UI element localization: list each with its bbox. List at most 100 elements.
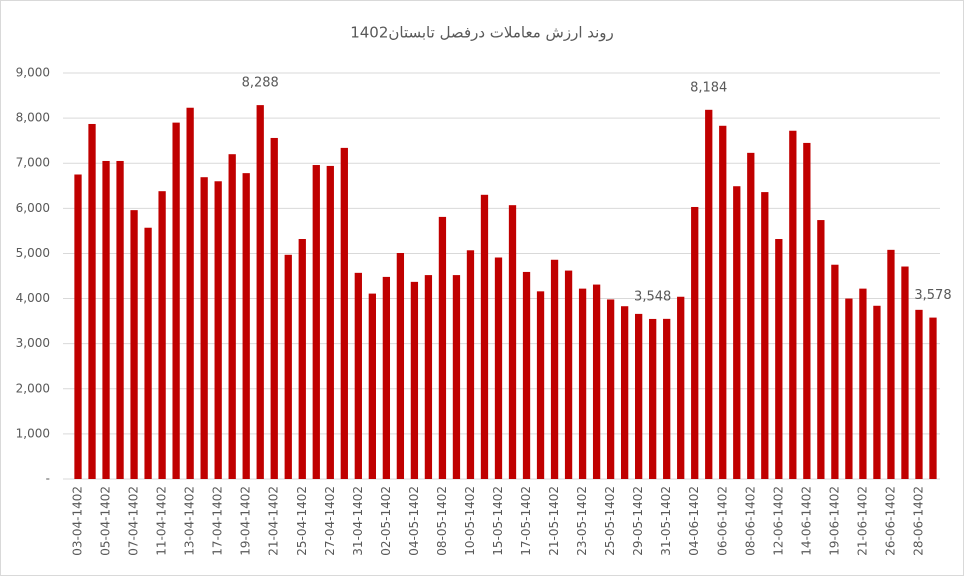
x-tick-label: 21-05-1402 <box>547 486 561 556</box>
bar <box>200 177 208 479</box>
data-label: 3,578 <box>914 288 951 303</box>
x-tick-label: 13-04-1402 <box>183 486 197 556</box>
y-tick-label: 3,000 <box>16 336 50 350</box>
bar <box>508 205 517 480</box>
bar <box>677 296 685 479</box>
bar <box>649 318 657 479</box>
x-tick-label: 15-05-1402 <box>491 486 505 556</box>
bar <box>480 194 489 480</box>
bar <box>298 239 306 479</box>
bar <box>733 186 741 479</box>
bar <box>606 299 615 479</box>
bar <box>845 298 853 479</box>
y-tick-label: 4,000 <box>16 291 50 305</box>
x-tick-label: 14-06-1402 <box>799 486 813 556</box>
bar <box>831 264 839 479</box>
x-tick-label: 08-05-1402 <box>435 486 449 556</box>
x-tick-label: 12-06-1402 <box>771 486 785 556</box>
x-tick-label: 08-06-1402 <box>743 486 757 556</box>
bar <box>396 252 405 479</box>
x-tick-label: 11-04-1402 <box>155 486 169 556</box>
y-tick-label: 7,000 <box>16 156 50 170</box>
x-tick-label: 21-06-1402 <box>855 486 869 556</box>
bar <box>340 147 348 479</box>
x-tick-label: 06-06-1402 <box>715 486 729 556</box>
bar <box>887 249 895 479</box>
bar <box>747 152 755 479</box>
y-tick-label: 1,000 <box>16 426 50 440</box>
x-tick-label: 02-05-1402 <box>379 486 393 556</box>
bar <box>172 122 180 479</box>
bar <box>578 288 587 479</box>
x-tick-label: 05-04-1402 <box>99 486 113 556</box>
bar <box>536 291 545 479</box>
data-label: 8,184 <box>690 80 727 95</box>
bar <box>368 293 376 479</box>
bar <box>424 275 433 479</box>
bar <box>144 227 152 479</box>
bar <box>761 192 769 480</box>
x-tick-label: 25-05-1402 <box>603 486 617 556</box>
bar <box>663 318 671 479</box>
bar <box>705 109 713 479</box>
bar <box>74 174 82 479</box>
x-tick-label: 27-04-1402 <box>323 486 337 556</box>
y-tick-label: 8,000 <box>16 111 50 125</box>
bar <box>214 181 222 479</box>
bar <box>564 270 573 479</box>
bar <box>915 309 923 479</box>
bar <box>284 254 292 479</box>
y-tick-label: 6,000 <box>16 201 50 215</box>
x-tick-label: 23-05-1402 <box>575 486 589 556</box>
bar <box>312 165 320 479</box>
x-tick-label: 17-04-1402 <box>211 486 225 556</box>
bar <box>620 306 629 479</box>
bar <box>592 284 601 479</box>
bar <box>803 142 811 479</box>
bar <box>256 105 264 479</box>
bar <box>270 137 278 479</box>
bar <box>817 220 825 479</box>
bar <box>635 313 643 479</box>
chart-title: روند ارزش معاملات درفصل تابستان1402 <box>350 24 614 42</box>
x-tick-label: 17-05-1402 <box>519 486 533 556</box>
x-tick-label: 04-06-1402 <box>687 486 701 556</box>
x-tick-label: 04-05-1402 <box>407 486 421 556</box>
bar <box>130 210 138 480</box>
data-label: 3,548 <box>634 289 671 304</box>
x-tick-label: 19-04-1402 <box>239 486 253 556</box>
bar <box>186 107 194 479</box>
bar <box>522 271 531 479</box>
y-tick-label: 5,000 <box>16 246 50 260</box>
bar <box>494 257 503 479</box>
bar <box>102 160 110 479</box>
bar <box>228 154 236 479</box>
data-label: 8,288 <box>242 76 279 91</box>
bar <box>466 250 475 479</box>
bar <box>719 125 727 479</box>
bar <box>326 165 334 479</box>
x-tick-label: 31-04-1402 <box>351 486 365 556</box>
y-tick-label: 2,000 <box>16 381 50 395</box>
x-tick-label: 19-06-1402 <box>827 486 841 556</box>
bar <box>88 123 96 479</box>
x-tick-label: 07-04-1402 <box>127 486 141 556</box>
x-tick-label: 10-05-1402 <box>463 486 477 556</box>
bar <box>382 276 391 479</box>
bar <box>789 130 797 479</box>
bar <box>452 275 461 479</box>
bar <box>354 272 362 479</box>
bar <box>775 239 783 479</box>
x-tick-label: 03-04-1402 <box>71 486 85 556</box>
bar <box>158 191 166 480</box>
bar <box>438 216 447 479</box>
y-tick-label: - <box>46 472 50 486</box>
x-tick-label: 26-06-1402 <box>883 486 897 556</box>
y-tick-label: 9,000 <box>16 66 50 80</box>
x-tick-label: 25-04-1402 <box>295 486 309 556</box>
x-tick-label: 29-05-1402 <box>631 486 645 556</box>
x-tick-label: 28-06-1402 <box>911 486 925 556</box>
bar <box>691 206 699 480</box>
bar <box>901 266 909 479</box>
bar <box>859 288 867 479</box>
